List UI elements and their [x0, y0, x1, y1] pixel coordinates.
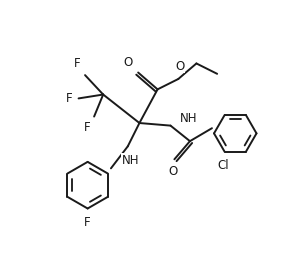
- Text: F: F: [84, 216, 91, 229]
- Text: NH: NH: [121, 154, 139, 167]
- Text: F: F: [74, 57, 80, 70]
- Text: O: O: [168, 165, 178, 178]
- Text: O: O: [123, 56, 132, 69]
- Text: F: F: [66, 92, 73, 105]
- Text: F: F: [83, 121, 90, 134]
- Text: O: O: [175, 60, 184, 73]
- Text: Cl: Cl: [217, 159, 229, 172]
- Text: NH: NH: [180, 112, 198, 125]
